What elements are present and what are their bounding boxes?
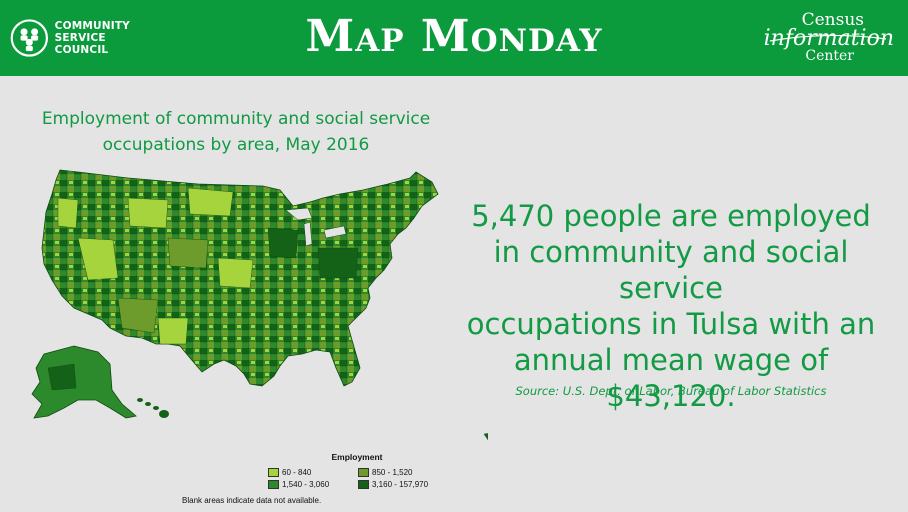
- fact-text: 5,470 people are employed in community a…: [466, 199, 876, 413]
- legend-swatch: [268, 480, 279, 489]
- map-title: Employment of community and social servi…: [41, 109, 431, 155]
- hawaii: [137, 398, 169, 418]
- legend-label: 60 - 840: [282, 468, 312, 477]
- legend-item: 850 - 1,520: [358, 468, 412, 477]
- us-choropleth-map: [18, 168, 513, 468]
- map-legend: Employment 60 - 840 850 - 1,520 1,540 - …: [262, 452, 502, 496]
- legend-label: 1,540 - 3,060: [282, 480, 330, 489]
- legend-label: 3,160 - 157,970: [372, 480, 429, 489]
- legend-swatch: [358, 480, 369, 489]
- legend-item: 60 - 840: [268, 468, 311, 477]
- source-citation: Source: U.S. Dept. of Labor, Bureau of L…: [515, 384, 827, 398]
- legend-label: 850 - 1,520: [372, 468, 413, 477]
- legend-item: 1,540 - 3,060: [268, 480, 329, 489]
- legend-swatch: [358, 468, 369, 477]
- people-icon: [10, 19, 49, 57]
- page-title: Map Monday: [305, 11, 603, 62]
- org-name: COMMUNITY SERVICE COUNCIL: [54, 20, 130, 56]
- partner-line1: Census: [801, 10, 864, 30]
- puerto-rico: [483, 429, 513, 441]
- swoosh-icon: [769, 34, 887, 42]
- legend-swatch: [268, 468, 279, 477]
- community-service-council-logo[interactable]: COMMUNITY SERVICE COUNCIL: [10, 12, 130, 64]
- legend-item: 3,160 - 157,970: [358, 480, 428, 489]
- census-information-center-logo[interactable]: Census information Center: [763, 10, 894, 66]
- legend-title: Employment: [331, 452, 383, 462]
- map-svg: [31, 169, 513, 441]
- partner-line2: information: [763, 26, 894, 51]
- map-note: Blank areas indicate data not available.: [182, 496, 322, 505]
- partner-line3: Center: [805, 48, 854, 64]
- header-banner: COMMUNITY SERVICE COUNCIL Map Monday Cen…: [0, 0, 908, 76]
- alaska: [31, 345, 137, 419]
